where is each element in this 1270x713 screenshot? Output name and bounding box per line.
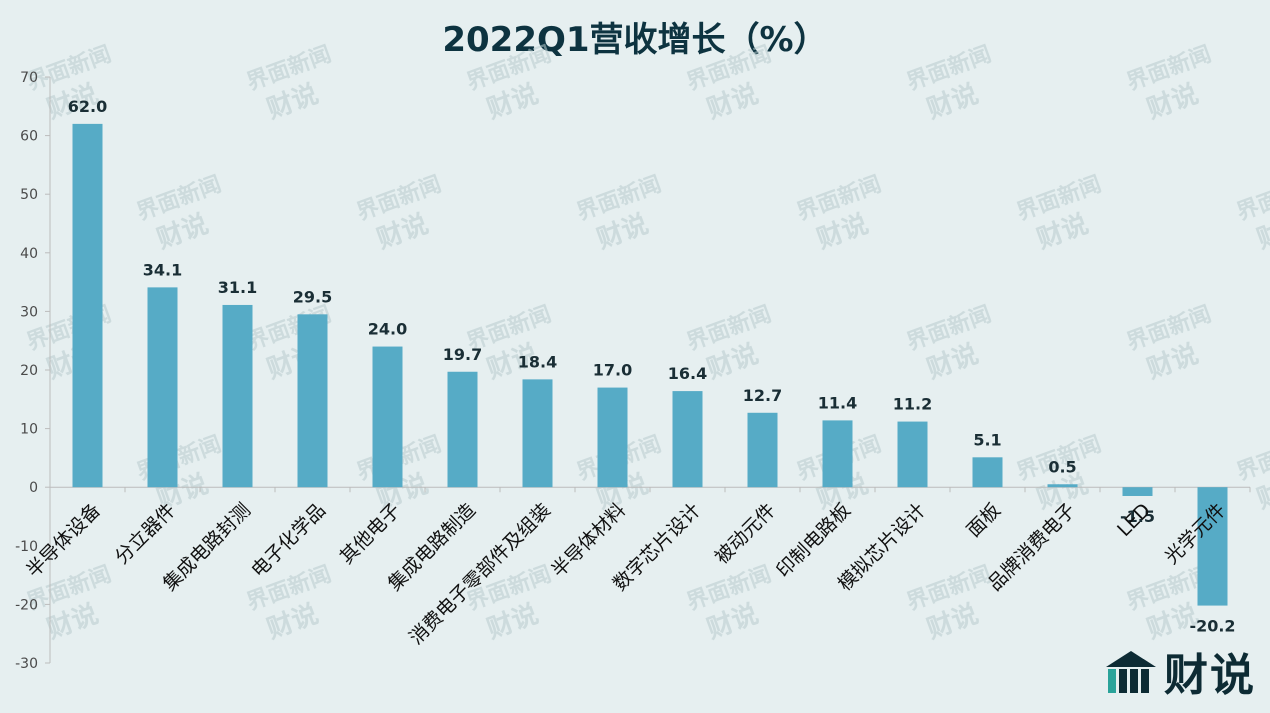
data-label: 24.0 — [368, 320, 407, 339]
data-label: 0.5 — [1048, 457, 1076, 476]
y-tick-label: 30 — [20, 304, 38, 320]
category-label: 印制电路板 — [772, 499, 855, 582]
data-label: 31.1 — [218, 278, 257, 297]
axis-layer: -30 -20 -10 0 10 20 30 40 50 60 70 — [15, 70, 1251, 672]
bars-layer — [72, 123, 1228, 606]
data-label: 34.1 — [143, 260, 182, 279]
data-label: 11.2 — [893, 395, 932, 414]
bar — [972, 457, 1003, 488]
data-label: -20.2 — [1189, 617, 1235, 636]
bar — [222, 304, 253, 488]
category-label: 半导体材料 — [547, 499, 630, 582]
bar — [1197, 487, 1228, 606]
y-tick-label: 70 — [20, 70, 38, 86]
bar — [447, 371, 478, 488]
y-tick-label: 0 — [29, 480, 38, 496]
y-tick-label: 40 — [20, 246, 38, 262]
data-label: 16.4 — [668, 364, 707, 383]
bar — [897, 421, 928, 488]
bar — [72, 123, 103, 488]
category-label: 面板 — [963, 499, 1005, 541]
y-tick-label: -30 — [15, 656, 38, 672]
category-label: LED — [1113, 499, 1155, 541]
chart-title: 2022Q1营收增长（%） — [442, 20, 828, 60]
y-tick-label: 60 — [20, 129, 38, 145]
data-label: 17.0 — [593, 361, 632, 380]
bar — [672, 391, 703, 488]
category-label: 其他电子 — [336, 499, 405, 568]
bar — [147, 287, 178, 488]
building-logo-icon — [1106, 651, 1156, 693]
y-tick-label: 10 — [20, 422, 38, 438]
watermark-text: 界面新闻 — [1233, 431, 1270, 486]
data-label: 12.7 — [743, 386, 782, 405]
brand-logo: 财说 — [1104, 639, 1256, 703]
data-label: 29.5 — [293, 287, 332, 306]
data-label: 5.1 — [973, 430, 1001, 449]
bar — [372, 346, 403, 488]
data-label: 18.4 — [518, 352, 557, 371]
data-label: 62.0 — [68, 97, 107, 116]
bar — [597, 387, 628, 488]
bar — [747, 412, 778, 488]
category-label: 分立器件 — [111, 499, 180, 568]
bar — [1122, 487, 1153, 496]
y-tick-label: 20 — [20, 363, 38, 379]
data-label: -1.5 — [1120, 507, 1155, 526]
brand-logo-text: 财说 — [1164, 650, 1256, 701]
y-tick-label: 50 — [20, 187, 38, 203]
data-label: 19.7 — [443, 345, 482, 364]
category-label: 被动元件 — [711, 499, 780, 568]
bar — [1047, 484, 1078, 488]
watermark-text: 界面新闻 — [1233, 171, 1270, 226]
data-label: 11.4 — [818, 393, 857, 412]
bar — [522, 379, 553, 488]
bar — [822, 420, 853, 488]
bar — [297, 314, 328, 488]
y-tick-label: -10 — [15, 539, 38, 555]
y-tick-label: -20 — [15, 597, 38, 613]
